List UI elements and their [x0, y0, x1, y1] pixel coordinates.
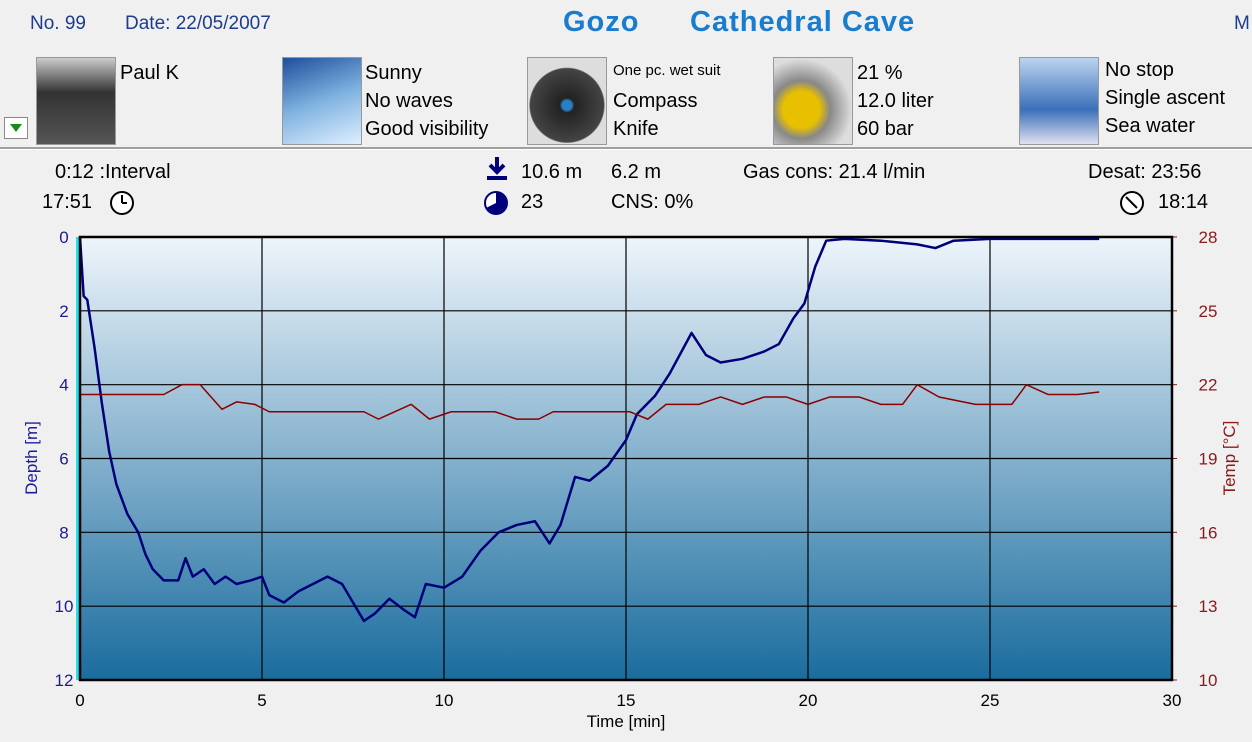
- max-depth: 10.6 m: [521, 161, 583, 183]
- info-line: Sunny: [365, 62, 422, 84]
- x-tick-label: 0: [75, 691, 84, 710]
- y-tick-label: 0: [59, 228, 68, 247]
- x-axis-label: Time [min]: [587, 712, 666, 731]
- y2-tick-label: 13: [1199, 597, 1218, 616]
- info-line: Sea water: [1105, 115, 1196, 137]
- y2-tick-label: 19: [1199, 450, 1218, 469]
- y2-axis-label: Temp [°C]: [1220, 421, 1239, 496]
- duration-icon: [484, 191, 508, 215]
- info-line: Single ascent: [1105, 87, 1226, 109]
- desaturation: Desat: 23:56: [1088, 161, 1202, 183]
- info-line: 60 bar: [857, 118, 914, 140]
- tank-icon: [773, 57, 853, 145]
- x-tick-label: 15: [617, 691, 636, 710]
- info-line: Good visibility: [365, 118, 489, 140]
- dropdown-arrow: [10, 124, 22, 132]
- y-axis-label: Depth [m]: [22, 421, 41, 495]
- cut-text: M: [1234, 13, 1250, 34]
- end-time: 18:14: [1158, 191, 1209, 213]
- dive-date: Date: 22/05/2007: [125, 13, 271, 34]
- weather-icon: [282, 57, 362, 145]
- series-line: [80, 383, 1100, 420]
- x-tick-label: 5: [257, 691, 266, 710]
- avg-depth: 6.2 m: [611, 161, 662, 183]
- start-time: 17:51: [42, 191, 93, 213]
- y-tick-label: 4: [59, 376, 68, 395]
- dive-type-icon: [1019, 57, 1099, 145]
- x-tick-label: 30: [1163, 691, 1182, 710]
- info-line: Knife: [613, 118, 659, 140]
- depth-icon: [487, 157, 507, 180]
- series-line: [78, 236, 1100, 623]
- y2-tick-label: 25: [1199, 302, 1218, 321]
- equipment-icon: [527, 57, 607, 145]
- duration: 23: [521, 191, 544, 213]
- y-tick-label: 8: [59, 523, 68, 542]
- y-tick-label: 12: [55, 671, 74, 690]
- info-line: No stop: [1105, 59, 1174, 81]
- plot-frame: [78, 235, 1174, 682]
- y-tick-label: 2: [59, 302, 68, 321]
- interval: 0:12 :Interval: [55, 161, 171, 183]
- info-line: Compass: [613, 90, 698, 112]
- dropdown-button[interactable]: [4, 117, 28, 139]
- x-tick-label: 20: [799, 691, 818, 710]
- dive-site: Gozo: [563, 6, 640, 38]
- cursor-bar: [76, 237, 81, 680]
- x-tick-label: 10: [435, 691, 454, 710]
- dive-number: No. 99: [30, 13, 86, 34]
- cns: CNS: 0%: [611, 191, 694, 213]
- info-line: Paul K: [120, 62, 179, 84]
- info-line: 12.0 liter: [857, 90, 934, 112]
- y2-tick-label: 28: [1199, 228, 1218, 247]
- gas-consumption: Gas cons: 21.4 l/min: [743, 161, 926, 183]
- info-line: No waves: [365, 90, 453, 112]
- y-tick-label: 6: [59, 450, 68, 469]
- clock-icon: [1120, 191, 1144, 215]
- x-tick-label: 25: [981, 691, 1000, 710]
- diver-icon: [36, 57, 116, 145]
- info-line: One pc. wet suit: [613, 62, 721, 79]
- dive-title: Cathedral Cave: [690, 6, 916, 38]
- y2-tick-label: 16: [1199, 523, 1218, 542]
- info-line: 21 %: [857, 62, 903, 84]
- separator: [0, 147, 1252, 150]
- y-tick-label: 10: [55, 597, 74, 616]
- y2-tick-label: 10: [1199, 671, 1218, 690]
- y2-tick-label: 22: [1199, 376, 1218, 395]
- clock-icon: [110, 191, 134, 215]
